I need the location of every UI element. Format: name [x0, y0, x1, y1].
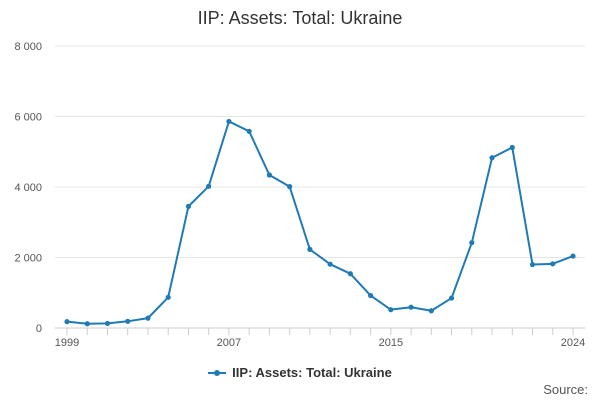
- data-point: [489, 155, 495, 161]
- y-axis-tick-labels: 0 2 000 4 000 6 000 8 000: [14, 41, 42, 335]
- data-point: [84, 321, 90, 327]
- data-point: [368, 292, 374, 299]
- data-point: [509, 144, 515, 151]
- legend-line-marker-icon: [208, 368, 227, 378]
- data-point: [185, 203, 192, 209]
- x-tick-label: 2007: [217, 337, 241, 349]
- source-label: Source:: [543, 382, 588, 397]
- data-point: [145, 315, 151, 321]
- data-point: [570, 253, 576, 259]
- data-point: [125, 318, 131, 324]
- data-point: [388, 307, 394, 313]
- data-point: [307, 246, 313, 252]
- data-point: [64, 319, 70, 325]
- data-point: [246, 128, 252, 134]
- data-point: [347, 271, 353, 277]
- y-tick-label: 0: [36, 323, 42, 335]
- x-axis-tick-labels: 1999 2007 2015 2024: [55, 337, 585, 349]
- x-tick-label: 2015: [379, 337, 403, 349]
- data-point: [550, 261, 556, 267]
- legend[interactable]: IIP: Assets: Total: Ukraine: [0, 365, 600, 380]
- data-point: [226, 118, 232, 125]
- legend-label: IIP: Assets: Total: Ukraine: [232, 365, 392, 380]
- data-point: [104, 320, 111, 327]
- x-axis: [55, 327, 585, 335]
- data-point: [165, 294, 171, 300]
- data-point: [428, 308, 434, 314]
- data-point: [448, 295, 455, 301]
- data-point: [206, 183, 212, 189]
- y-tick-label: 4 000: [14, 182, 42, 194]
- data-point: [287, 184, 293, 190]
- y-tick-label: 6 000: [14, 112, 42, 124]
- series-line: [66, 120, 574, 325]
- data-point: [266, 172, 272, 178]
- data-point: [469, 240, 475, 246]
- data-point: [327, 261, 333, 267]
- data-point: [408, 304, 414, 310]
- x-tick-label: 2024: [561, 337, 585, 349]
- x-tick-label: 1999: [55, 337, 79, 349]
- data-point: [529, 261, 536, 268]
- series-group: [64, 118, 576, 327]
- y-tick-label: 2 000: [14, 253, 42, 265]
- chart-title: IIP: Assets: Total: Ukraine: [197, 8, 403, 28]
- y-tick-label: 8 000: [14, 41, 42, 53]
